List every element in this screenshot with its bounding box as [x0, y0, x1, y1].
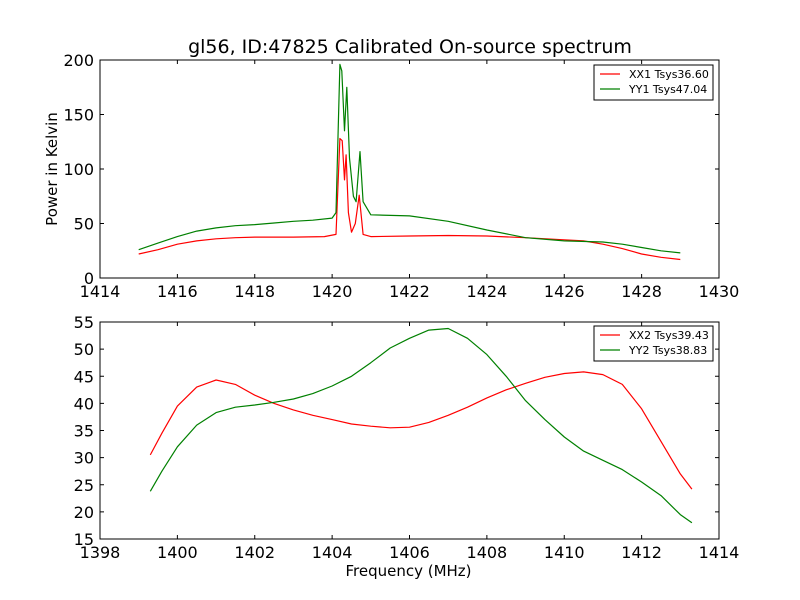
x-tick-label: 1426 — [544, 282, 585, 301]
x-tick-label: 1406 — [389, 543, 430, 562]
series-line-yy1 — [138, 63, 681, 254]
x-tick-label: 1428 — [621, 282, 662, 301]
x-tick-label: 1414 — [699, 543, 740, 562]
y-tick-label: 0 — [84, 269, 94, 288]
x-tick-label: 1430 — [699, 282, 740, 301]
x-tick-label: 1424 — [467, 282, 508, 301]
x-tick-label: 1404 — [312, 543, 353, 562]
legend-entry: XX1 Tsys36.60 — [629, 68, 709, 81]
y-tick-label: 55 — [74, 313, 94, 332]
x-tick-label: 1400 — [157, 543, 198, 562]
y-tick-label: 200 — [63, 51, 94, 70]
bottom-panel: 1398 1400 1402 1404 1406 1408 1410 1412 1414 15 20… — [74, 313, 740, 580]
x-axis-label: Frequency (MHz) — [345, 562, 471, 580]
x-tick-label: 1412 — [621, 543, 662, 562]
y-tick-label: 100 — [63, 160, 94, 179]
top-panel: 1414 1416 1418 1420 1422 1424 1426 1428 1430 0 50 1… — [43, 51, 739, 301]
x-tick-label: 1398 — [80, 543, 121, 562]
legend-entry: YY1 Tsys47.04 — [628, 83, 707, 96]
y-tick-label: 25 — [74, 476, 94, 495]
legend-entry: XX2 Tsys39.43 — [629, 329, 709, 342]
y-tick-label: 45 — [74, 367, 94, 386]
x-tick-label: 1414 — [80, 282, 121, 301]
legend-entry: YY2 Tsys38.83 — [628, 344, 707, 357]
y-axis-label: Power in Kelvin — [43, 112, 61, 226]
series-line-xx2 — [149, 371, 693, 490]
x-tick-label: 1410 — [544, 543, 585, 562]
x-tick-label: 1422 — [389, 282, 430, 301]
chart-title: gl56, ID:47825 Calibrated On-source spec… — [188, 36, 632, 58]
series-line-yy2 — [149, 327, 693, 524]
legend: XX1 Tsys36.60 YY1 Tsys47.04 — [593, 64, 714, 101]
x-tick-label: 1416 — [157, 282, 198, 301]
y-tick-label: 20 — [74, 503, 94, 522]
legend: XX2 Tsys39.43 YY2 Tsys38.83 — [593, 325, 714, 362]
legend-box — [593, 325, 714, 362]
x-tick-label: 1420 — [312, 282, 353, 301]
y-tick-label: 40 — [74, 394, 94, 413]
y-tick-label: 35 — [74, 422, 94, 441]
x-tick-label: 1408 — [467, 543, 508, 562]
x-tick-label: 1402 — [234, 543, 275, 562]
y-tick-label: 50 — [74, 215, 94, 234]
x-tick-label: 1418 — [234, 282, 275, 301]
y-tick-label: 150 — [63, 106, 94, 125]
y-tick-label: 15 — [74, 530, 94, 549]
legend-box — [593, 64, 714, 101]
y-tick-label: 50 — [74, 340, 94, 359]
y-tick-label: 30 — [74, 449, 94, 468]
